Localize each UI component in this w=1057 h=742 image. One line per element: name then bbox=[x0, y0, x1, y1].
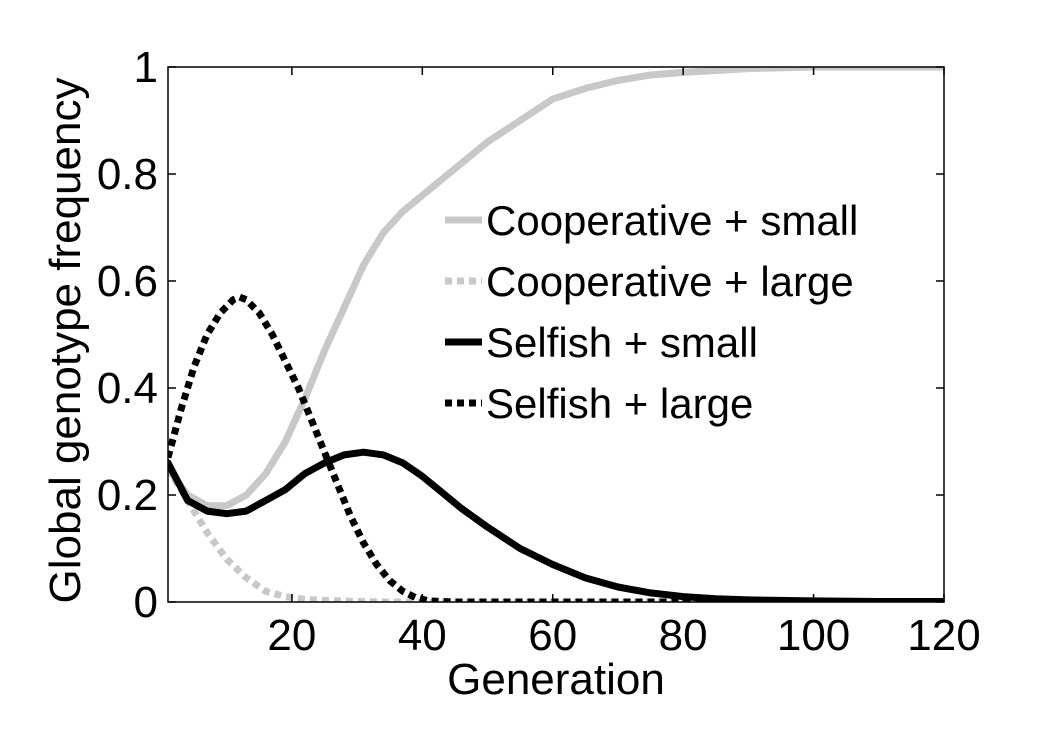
series-line-4 bbox=[168, 293, 944, 602]
legend-label-1: Cooperative + small bbox=[486, 197, 858, 244]
plot-frame bbox=[167, 66, 945, 603]
legend-label-3: Selfish + small bbox=[486, 319, 758, 366]
x-tick-label: 120 bbox=[907, 611, 980, 660]
ticks-layer: 20 40 60 80 100 120 0 0.2 0.4 0.6 0.8 1 bbox=[97, 43, 981, 660]
legend-label-2: Cooperative + large bbox=[486, 258, 854, 305]
series-line-2 bbox=[168, 466, 944, 602]
legend: Cooperative + small Cooperative + large Se… bbox=[445, 197, 858, 427]
y-tick-label: 1 bbox=[134, 43, 158, 92]
series-line-3 bbox=[168, 448, 944, 602]
series-line-1 bbox=[168, 67, 944, 510]
x-tick-label: 80 bbox=[659, 611, 708, 660]
series-layer bbox=[168, 67, 944, 602]
y-axis-label: Global genotype frequency bbox=[41, 78, 90, 604]
x-tick-label: 60 bbox=[528, 611, 577, 660]
legend-label-4: Selfish + large bbox=[486, 380, 753, 427]
y-tick-label: 0 bbox=[134, 578, 158, 627]
x-tick-label: 40 bbox=[398, 611, 447, 660]
x-tick-label: 20 bbox=[267, 611, 316, 660]
y-tick-label: 0.6 bbox=[97, 257, 158, 306]
y-tick-label: 0.2 bbox=[97, 471, 158, 520]
y-tick-label: 0.4 bbox=[97, 364, 158, 413]
x-tick-label: 100 bbox=[777, 611, 850, 660]
y-tick-label: 0.8 bbox=[97, 150, 158, 199]
x-axis-label: Generation bbox=[447, 655, 665, 704]
